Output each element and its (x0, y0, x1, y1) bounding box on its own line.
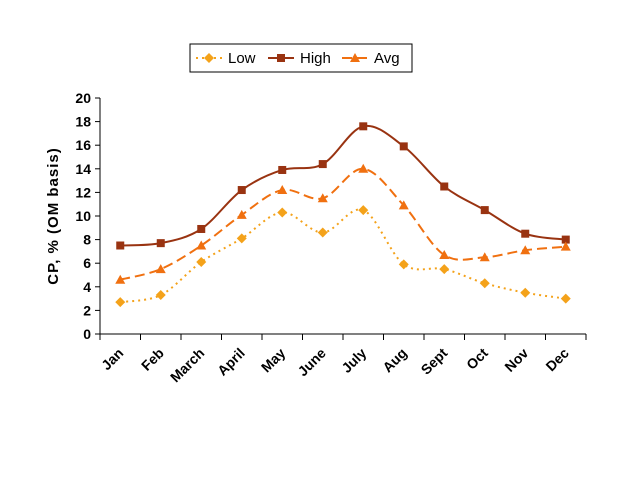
data-point-high-feb (156, 239, 165, 248)
x-tick-label-sept: Sept (418, 345, 451, 378)
x-tick-label-dec: Dec (542, 345, 572, 375)
data-point-high-oct (480, 206, 489, 215)
data-point-avg-may (277, 185, 288, 195)
x-tick-label-march: March (167, 345, 207, 385)
plot-area (115, 122, 571, 308)
x-tick-label-aug: Aug (379, 345, 410, 376)
legend-swatch-marker (277, 54, 285, 62)
data-point-avg-jan (115, 274, 126, 284)
legend: Low High Avg (189, 43, 413, 73)
data-point-low-nov (520, 287, 531, 298)
legend-swatch-marker (350, 53, 360, 62)
series-high (116, 122, 570, 250)
legend-box (189, 43, 413, 73)
data-point-avg-oct (479, 252, 490, 262)
data-point-avg-march (196, 240, 207, 250)
data-point-high-march (197, 224, 206, 233)
y-tick-label: 8 (83, 232, 91, 248)
legend-item-low: Low (196, 50, 256, 67)
data-point-high-april (237, 186, 246, 195)
data-point-low-oct (479, 278, 490, 289)
series-low (115, 205, 571, 308)
data-point-avg-july (358, 163, 369, 173)
data-point-avg-aug (398, 200, 409, 210)
data-point-avg-nov (520, 245, 531, 255)
data-point-high-sept (440, 182, 449, 191)
data-point-avg-feb (155, 264, 166, 274)
y-tick-label: 14 (75, 161, 91, 177)
data-point-low-dec (560, 293, 571, 304)
y-tick-label: 12 (75, 184, 91, 200)
x-tick-label-feb: Feb (138, 345, 167, 374)
data-point-low-feb (155, 290, 166, 301)
legend-label: Avg (374, 50, 400, 67)
data-point-avg-sept (439, 249, 450, 259)
data-point-high-may (278, 165, 287, 174)
legend-item-high: High (268, 50, 331, 67)
data-point-high-nov (521, 229, 530, 238)
legend-label: Low (228, 50, 256, 67)
y-tick-label: 16 (75, 137, 91, 153)
data-point-high-june (318, 160, 327, 169)
y-tick-label: 10 (75, 208, 91, 224)
y-axis: 0 2 4 6 8 10 12 14 16 18 20 (75, 90, 101, 342)
x-tick-label-may: May (258, 345, 289, 376)
data-point-low-june (317, 227, 328, 238)
y-tick-label: 18 (75, 114, 91, 130)
legend-label: High (300, 50, 331, 67)
data-point-high-dec (561, 235, 570, 244)
x-tick-label-june: June (294, 345, 329, 380)
legend-item-avg: Avg (342, 50, 400, 67)
data-point-high-july (359, 122, 368, 131)
y-axis-title: CP, % (OM basis) (45, 147, 62, 284)
x-tick-label-nov: Nov (501, 345, 531, 375)
x-axis: Jan Feb March April May June July Aug Sept Oct Nov… (98, 333, 587, 385)
data-point-low-jan (115, 297, 126, 308)
y-tick-label: 2 (83, 302, 91, 318)
data-point-low-sept (439, 264, 450, 275)
series-line-avg (119, 167, 566, 281)
data-point-avg-april (236, 209, 247, 219)
x-tick-label-april: April (214, 345, 248, 379)
data-point-high-jan (116, 241, 125, 250)
data-point-low-aug (398, 259, 409, 270)
y-tick-label: 6 (83, 255, 91, 271)
x-tick-label-jan: Jan (98, 345, 126, 373)
series-line-high (120, 124, 566, 247)
data-point-high-aug (399, 142, 408, 151)
data-point-avg-june (317, 193, 328, 203)
x-tick-label-oct: Oct (463, 345, 491, 373)
data-point-low-april (236, 233, 247, 244)
data-point-low-july (358, 205, 369, 216)
data-point-low-may (277, 207, 288, 218)
legend-swatch-marker (204, 53, 214, 63)
x-tick-label-july: July (338, 345, 369, 376)
series-avg (115, 163, 571, 284)
data-point-low-march (196, 257, 207, 268)
y-tick-label: 20 (75, 90, 91, 106)
data-point-avg-dec (560, 241, 571, 251)
y-tick-label: 4 (83, 279, 91, 295)
y-tick-label: 0 (83, 326, 91, 342)
